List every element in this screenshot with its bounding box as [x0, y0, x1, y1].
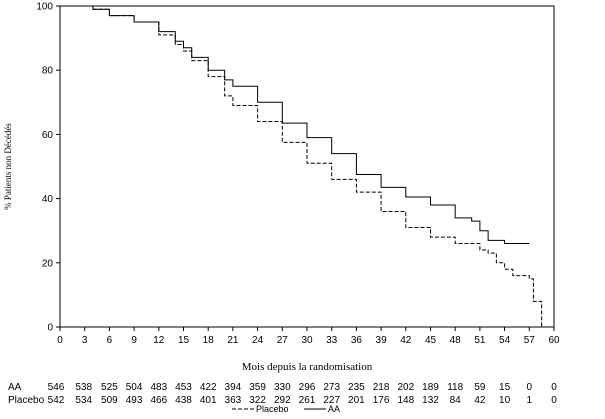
x-axis: 0 3 6 9 12 15 18 21 24 27 30 33 36 39 42 45 48 51 54 57 60	[57, 327, 560, 346]
risk-value: 296	[299, 382, 316, 393]
plot-frame	[59, 5, 555, 328]
risk-value: 176	[373, 395, 390, 406]
y-tick-label: 80	[42, 66, 54, 77]
risk-value: 359	[249, 382, 266, 393]
x-tick-label: 24	[252, 335, 264, 346]
y-tick-label: 60	[42, 130, 54, 141]
risk-value: 509	[101, 395, 118, 406]
x-tick-label: 15	[178, 335, 190, 346]
plot-curves	[60, 5, 543, 327]
x-axis-title: Mois depuis la randomisation	[242, 361, 373, 373]
series-placebo-line	[60, 5, 543, 327]
risk-value: 202	[397, 382, 414, 393]
series-aa-line	[60, 5, 530, 245]
risk-value: 422	[200, 382, 217, 393]
risk-value: 330	[274, 382, 291, 393]
risk-value: 0	[527, 382, 533, 393]
risk-value: 525	[101, 382, 118, 393]
risk-value: 322	[249, 395, 266, 406]
risk-value: 504	[126, 382, 143, 393]
risk-value: 235	[348, 382, 365, 393]
risk-value: 438	[175, 395, 192, 406]
risk-value: 10	[499, 395, 511, 406]
x-tick-label: 51	[474, 335, 486, 346]
y-tick-label: 20	[42, 258, 54, 269]
risk-value: 189	[422, 382, 439, 393]
risk-value: 453	[175, 382, 192, 393]
risk-value: 118	[447, 382, 463, 393]
x-tick-label: 6	[107, 335, 113, 346]
risk-row-label: Placebo	[8, 395, 45, 406]
risk-value: 84	[450, 395, 462, 406]
x-tick-label: 9	[131, 335, 137, 346]
risk-value: 466	[150, 395, 167, 406]
risk-value: 201	[348, 395, 365, 406]
risk-value: 493	[126, 395, 143, 406]
x-tick-label: 0	[57, 335, 63, 346]
x-tick-label: 30	[301, 335, 313, 346]
x-tick-label: 18	[203, 335, 215, 346]
y-tick-label: 0	[47, 323, 53, 334]
risk-value: 401	[200, 395, 217, 406]
risk-value: 0	[551, 395, 557, 406]
legend-label: AA	[328, 404, 340, 414]
risk-value: 15	[499, 382, 511, 393]
legend-label: Placebo	[256, 404, 289, 414]
risk-value: 273	[323, 382, 340, 393]
x-tick-label: 39	[376, 335, 388, 346]
risk-value: 534	[75, 395, 92, 406]
x-tick-label: 48	[450, 335, 462, 346]
risk-value: 394	[225, 382, 242, 393]
risk-value: 538	[75, 382, 92, 393]
risk-value: 0	[551, 382, 557, 393]
risk-value: 483	[150, 382, 167, 393]
x-tick-label: 60	[548, 335, 560, 346]
risk-value: 148	[397, 395, 414, 406]
x-tick-label: 45	[425, 335, 437, 346]
x-tick-label: 42	[400, 335, 412, 346]
x-tick-label: 3	[82, 335, 88, 346]
y-tick-label: 100	[36, 2, 53, 13]
risk-value: 261	[299, 395, 316, 406]
x-tick-label: 33	[326, 335, 338, 346]
y-tick-label: 40	[42, 194, 54, 205]
risk-value: 227	[323, 395, 340, 406]
risk-value: 363	[225, 395, 242, 406]
y-axis-title: % Patients non Décédés	[3, 123, 13, 210]
x-tick-label: 12	[153, 335, 165, 346]
y-axis: 0 20 40 60 80 100	[36, 2, 60, 334]
risk-table: AA 546 538 525 504 483 453 422 394 359 330 296 273 23…	[8, 382, 557, 406]
risk-value: 132	[422, 395, 439, 406]
legend: Placebo AA	[232, 404, 340, 414]
x-tick-label: 36	[351, 335, 363, 346]
risk-value: 218	[373, 382, 390, 393]
risk-value: 42	[474, 395, 486, 406]
x-tick-label: 57	[524, 335, 536, 346]
risk-value: 59	[474, 382, 486, 393]
risk-value: 292	[274, 395, 291, 406]
risk-value: 542	[48, 395, 65, 406]
risk-value: 546	[48, 382, 65, 393]
risk-value: 1	[527, 395, 533, 406]
x-tick-label: 54	[499, 335, 511, 346]
x-tick-label: 27	[277, 335, 289, 346]
x-tick-label: 21	[227, 335, 239, 346]
risk-row-label: AA	[8, 382, 22, 393]
